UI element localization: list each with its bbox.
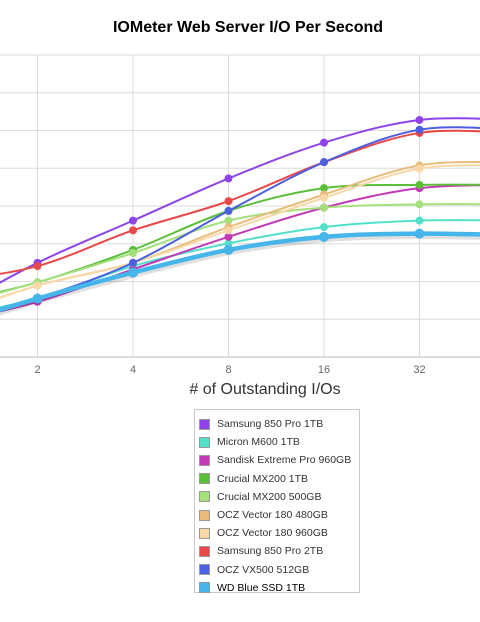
line-chart: 2 4 8 16 32 [0,54,480,376]
legend-item: Samsung 850 Pro 1TB [199,415,359,433]
legend-swatch [199,473,210,485]
legend-label: WD Blue SSD 1TB [217,581,306,594]
data-point [415,200,424,209]
data-point [224,197,233,206]
data-point [319,231,329,242]
data-point [320,138,328,147]
legend-item: Crucial MX200 1TB [199,470,359,488]
x-tick-label: 32 [413,364,425,376]
legend-swatch [199,436,210,448]
legend-swatch [199,509,210,521]
legend-item: Samsung 850 Pro 2TB [199,542,359,560]
data-point [320,203,328,212]
series-line [0,126,480,312]
data-point [129,226,137,235]
data-point [415,164,424,173]
data-point [224,174,233,183]
legend-swatch [199,454,210,466]
data-point [33,262,42,271]
series-line [0,117,480,284]
legend-item: Crucial MX200 500GB [199,488,359,506]
legend-swatch [199,545,210,557]
series-wd-blue-ssd-1tb [0,228,480,316]
series-layer [0,115,480,316]
legend-item: WD Blue SSD 1TB [199,579,359,597]
legend-label: Sandisk Extreme Pro 960GB [217,454,352,467]
data-point [415,180,424,189]
data-point [320,158,328,167]
data-point [223,244,234,255]
legend-swatch [199,582,210,594]
legend-label: Crucial MX200 500GB [217,490,322,503]
legend-label: OCZ VX500 512GB [217,563,310,576]
data-point [224,206,233,215]
x-tick-label: 8 [225,364,231,376]
x-tick-label: 16 [318,364,330,376]
legend-swatch [199,491,210,503]
data-point [129,216,137,225]
data-point [320,193,328,202]
legend-swatch [199,527,210,539]
data-point [129,258,137,267]
x-axis: 2 4 8 16 32 [0,356,480,376]
series-samsung-850-pro-1tb [0,115,480,284]
grid-layer [0,54,480,358]
legend-item: Micron M600 1TB [199,433,359,451]
legend-label: Samsung 850 Pro 1TB [217,418,324,431]
data-point [320,223,328,232]
data-point [128,267,138,278]
x-tick-label: 2 [34,364,40,376]
legend-label: OCZ Vector 180 480GB [217,509,328,522]
data-point [32,293,43,304]
chart-title: IOMeter Web Server I/O Per Second [112,19,384,36]
chart-legend: Samsung 850 Pro 1TB Micron M600 1TB Sandis… [194,409,360,594]
legend-item: OCZ Vector 180 960GB [199,524,359,542]
data-point [415,125,424,134]
legend-label: OCZ Vector 180 960GB [217,527,328,540]
data-point [414,228,425,239]
legend-swatch [199,564,210,576]
legend-item: OCZ Vector 180 480GB [199,506,359,524]
legend-item: Sandisk Extreme Pro 960GB [199,451,359,469]
data-point [320,184,328,193]
legend-label: Crucial MX200 1TB [217,472,309,485]
data-point [415,115,424,124]
data-point [33,281,42,290]
data-point [415,216,424,225]
x-tick-label: 4 [130,364,136,376]
legend-item: OCZ VX500 512GB [199,561,359,579]
data-point [129,249,137,258]
legend-label: Micron M600 1TB [217,436,300,449]
data-point [224,232,233,241]
legend-swatch [199,418,210,430]
data-point [224,216,233,225]
legend-label: Samsung 850 Pro 2TB [217,545,324,558]
x-axis-label: # of Outstanding I/Os [189,381,341,398]
data-point [224,226,233,235]
